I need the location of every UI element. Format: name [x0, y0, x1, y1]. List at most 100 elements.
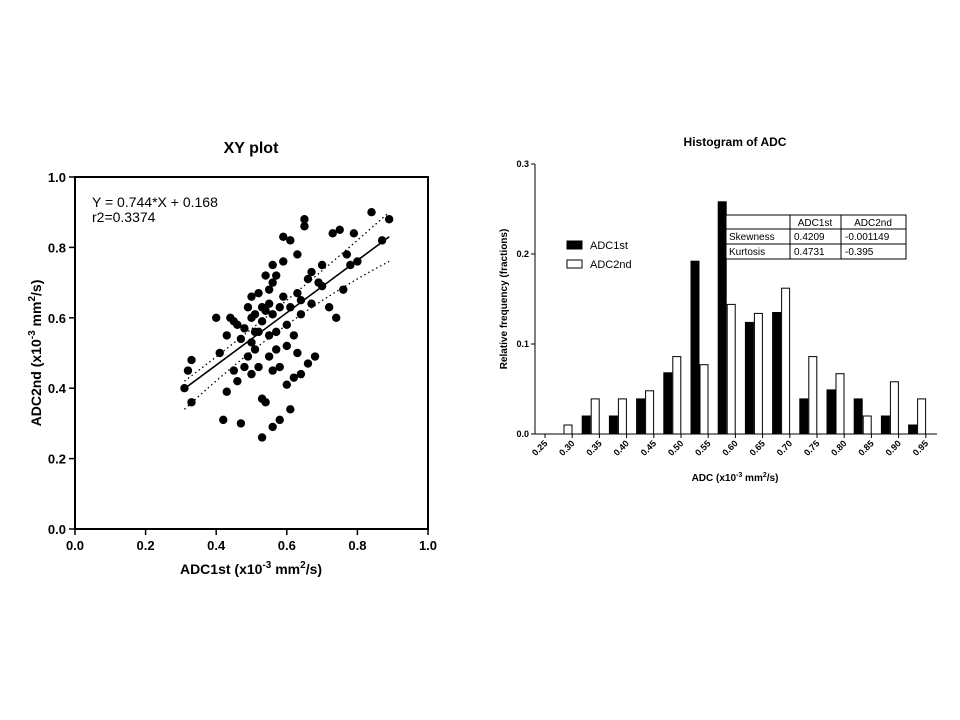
histogram: Histogram of ADC 0.00.10.20.3 0.25 0.30 0.… — [499, 135, 937, 484]
xy-y-tick-label: 0.8 — [48, 240, 66, 255]
histogram-bar-adc2nd — [699, 364, 709, 435]
histogram-bar-adc1st — [744, 321, 754, 435]
xy-y-tick-label: 0.0 — [48, 522, 66, 537]
xy-points — [180, 208, 394, 442]
histogram-bar-adc2nd — [617, 398, 627, 435]
histogram-bar-adc2nd — [808, 356, 818, 435]
xy-point — [293, 348, 302, 358]
xy-point — [272, 345, 281, 354]
histogram-bar-adc2nd — [835, 373, 845, 435]
xy-point — [268, 278, 277, 287]
histogram-bar-adc1st — [880, 415, 890, 435]
xy-point — [328, 229, 337, 238]
xy-point — [261, 271, 270, 280]
histogram-x-tick-label: 0.70 — [775, 438, 794, 457]
xy-point — [293, 288, 302, 298]
histogram-x-tick-label: 0.45 — [639, 438, 658, 457]
xy-point — [215, 348, 224, 358]
stats-header-adc2nd: ADC2nd — [854, 218, 892, 229]
xy-x-axis-label: ADC1st (x10-3 mm2/s) — [180, 560, 322, 577]
histogram-x-tick-label: 0.40 — [612, 438, 631, 457]
xy-point — [317, 260, 327, 270]
xy-point — [250, 310, 260, 319]
histogram-x-tick-label: 0.95 — [911, 438, 930, 457]
xy-y-axis: 0.0 0.2 0.4 0.6 0.8 1.0 — [48, 170, 75, 537]
xy-point — [233, 320, 242, 330]
histogram-x-axis-label: ADC (x10-3 mm2/s) — [692, 472, 779, 484]
histogram-x-tick-label: 0.75 — [802, 438, 821, 457]
xy-point — [243, 303, 253, 312]
xy-point — [303, 359, 313, 368]
xy-point — [247, 338, 256, 347]
xy-point — [229, 366, 239, 375]
xy-point — [342, 250, 352, 259]
xy-point — [247, 292, 256, 301]
xy-point — [275, 415, 284, 425]
xy-plot-title: XY plot — [224, 140, 279, 157]
xy-point — [264, 299, 274, 308]
histogram-bar-adc2nd — [563, 424, 573, 435]
xy-point — [289, 331, 299, 340]
xy-point — [282, 341, 291, 351]
xy-y-tick-label: 0.4 — [48, 381, 67, 396]
xy-y-tick-label: 1.0 — [48, 170, 66, 185]
histogram-bar-adc2nd — [726, 303, 736, 435]
histogram-title: Histogram of ADC — [684, 135, 787, 149]
xy-point — [279, 232, 288, 242]
xy-annotation-r2: r2=0.3374 — [92, 209, 156, 225]
xy-point — [296, 369, 306, 379]
xy-annotation-equation: Y = 0.744*X + 0.168 — [92, 194, 218, 210]
xy-point — [180, 384, 189, 393]
xy-point — [187, 398, 196, 407]
xy-x-axis: 0.0 0.2 0.4 0.6 0.8 1.0 — [66, 529, 437, 553]
histogram-x-axis: 0.25 0.30 0.35 0.40 0.45 0.50 0.55 0.60 0.65 0.70… — [530, 434, 930, 458]
xy-point — [384, 215, 394, 224]
legend-label-adc1st: ADC1st — [590, 240, 628, 252]
histogram-x-tick-label: 0.25 — [530, 438, 549, 457]
xy-point — [324, 303, 334, 312]
stats-header-adc1st: ADC1st — [798, 218, 833, 229]
xy-point — [303, 274, 313, 284]
histogram-bar-adc1st — [663, 372, 673, 435]
histogram-x-tick-label: 0.65 — [748, 438, 767, 457]
histogram-y-axis: 0.0 0.1 0.2 0.3 — [516, 159, 535, 439]
xy-x-tick-label: 0.2 — [137, 538, 155, 553]
xy-point — [300, 222, 309, 231]
histogram-bar-adc1st — [853, 398, 863, 435]
xy-point — [272, 271, 281, 280]
xy-confidence-upper — [184, 211, 390, 382]
xy-point — [289, 373, 299, 382]
xy-plot: XY plot 0.0 0.2 0.4 0.6 0.8 1.0 0.00.20.40.60… — [27, 140, 437, 577]
stats-cell: 0.4209 — [794, 232, 825, 243]
histogram-bar-adc2nd — [672, 356, 682, 435]
histogram-x-tick-label: 0.50 — [666, 438, 685, 457]
xy-point — [282, 320, 291, 330]
xy-point — [279, 257, 288, 266]
xy-point — [332, 313, 341, 322]
xy-point — [261, 398, 270, 407]
histogram-y-tick-label: 0.3 — [516, 159, 529, 169]
histogram-bar-adc2nd — [917, 398, 927, 435]
xy-point — [335, 225, 344, 234]
xy-point — [261, 306, 270, 315]
stats-table-border — [725, 214, 907, 260]
xy-x-tick-label: 0.0 — [66, 538, 84, 553]
histogram-x-tick-label: 0.35 — [584, 438, 603, 457]
histogram-y-axis-label: Relative frequency (fractions) — [499, 229, 510, 370]
xy-point — [264, 331, 274, 340]
xy-point — [293, 250, 302, 259]
xy-point — [254, 362, 263, 372]
histogram-bar-adc2nd — [889, 381, 899, 435]
xy-point — [183, 366, 193, 375]
xy-point — [279, 292, 288, 301]
xy-x-tick-label: 0.6 — [278, 538, 296, 553]
xy-point — [222, 387, 231, 396]
histogram-bar-adc1st — [772, 312, 782, 435]
histogram-bar-adc1st — [799, 398, 809, 435]
xy-point — [268, 260, 277, 270]
histogram-bars — [563, 201, 927, 435]
histogram-x-tick-label: 0.90 — [884, 438, 903, 457]
histogram-bar-adc2nd — [645, 390, 655, 435]
histogram-bar-adc2nd — [753, 312, 763, 435]
histogram-legend: ADC1st ADC2nd — [566, 240, 632, 271]
